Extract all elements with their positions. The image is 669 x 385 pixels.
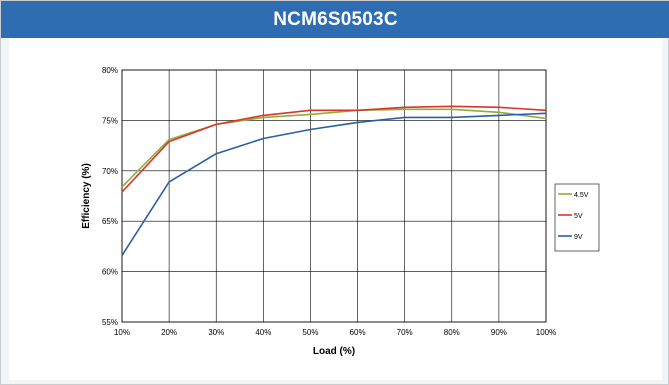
y-tick-label: 75% [102, 116, 118, 125]
series-line-9v [121, 112, 547, 256]
efficiency-chart: 10% 20% 30% 40% 50% 60% 70% 80% 90% 100% 55% 60% 65%… [81, 66, 600, 357]
legend-label: 4.5V [574, 192, 589, 199]
x-tick-label: 90% [491, 328, 507, 337]
x-tick-label: 60% [350, 328, 366, 337]
x-tick-label: 80% [444, 328, 460, 337]
x-tick-label: 40% [255, 328, 271, 337]
legend-label: 5V [574, 213, 583, 220]
x-tick-label: 30% [208, 328, 224, 337]
y-tick-label: 60% [102, 268, 118, 277]
series-line-4.5v [121, 108, 547, 188]
y-tick-label: 80% [102, 66, 118, 75]
x-tick-label: 50% [302, 328, 318, 337]
x-tick-label: 20% [161, 328, 177, 337]
x-tick-label: 70% [397, 328, 413, 337]
y-tick-label: 65% [102, 217, 118, 226]
y-tick-label: 55% [102, 318, 118, 327]
plot-area [121, 69, 547, 323]
x-tick-label: 10% [114, 328, 130, 337]
y-tick-label: 70% [102, 167, 118, 176]
y-axis-label: Efficiency (%) [81, 163, 92, 229]
x-tick-label: 100% [536, 328, 556, 337]
legend-box [554, 183, 600, 252]
x-axis-label: Load (%) [313, 346, 355, 357]
chart-card: 10% 20% 30% 40% 50% 60% 70% 80% 90% 100% 55% 60% 65%… [9, 38, 662, 380]
chart-title: NCM6S0503C [1, 1, 669, 38]
legend-label: 9V [574, 234, 583, 241]
series-line-5v [121, 105, 547, 193]
